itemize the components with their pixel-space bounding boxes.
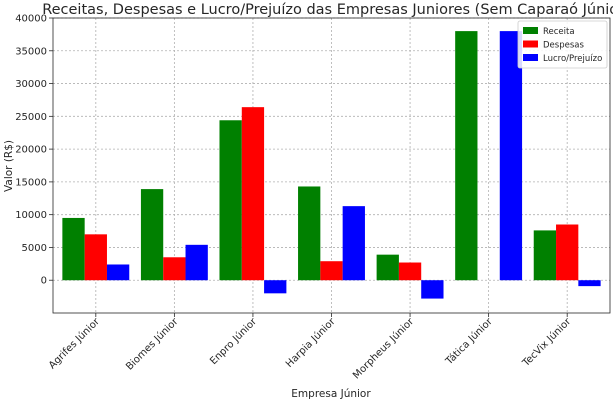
x-tick-label-enpro-junior: Enpro Júnior: [208, 315, 260, 367]
x-tick-label-tatica-junior: Tática Júnior: [443, 315, 496, 368]
y-tick-label: 20000: [15, 145, 47, 156]
x-tick-label-biomes-junior: Biomes Júnior: [123, 315, 181, 373]
legend: Receita Despesas Lucro/Prejuízo: [517, 20, 608, 69]
y-axis-label: Valor (R$): [3, 140, 15, 192]
bar-lucro-prejuizo-morpheus-junior: [421, 280, 444, 299]
legend-label-lucro-prejuizo: Lucro/Prejuízo: [543, 54, 602, 64]
bar-receita-harpia-junior: [298, 186, 321, 281]
bar-despesas-harpia-junior: [320, 261, 343, 281]
bar-lucro-prejuizo-agrifes-junior: [106, 264, 130, 281]
x-tick-label-harpia-junior: Harpia Júnior: [283, 315, 338, 370]
bar-despesas-agrifes-junior: [84, 234, 107, 281]
x-axis-label: Empresa Júnior: [291, 388, 371, 400]
bar-lucro-prejuizo-biomes-junior: [185, 244, 208, 281]
bar-despesas-tecvix-junior: [556, 224, 579, 281]
x-tick-label-agrifes-junior: Agrifes Júnior: [46, 315, 102, 371]
y-tick-label: 35000: [15, 46, 47, 57]
y-tick-label: 40000: [15, 14, 47, 25]
bar-lucro-prejuizo-tecvix-junior: [578, 280, 601, 287]
y-tick-label: 30000: [15, 79, 47, 90]
y-tick-label: 5000: [22, 243, 47, 254]
legend-swatch-despesas: [523, 40, 538, 48]
legend-label-despesas: Despesas: [543, 41, 584, 51]
bar-receita-tecvix-junior: [533, 230, 557, 281]
bar-receita-enpro-junior: [219, 120, 242, 281]
chart-title: Receitas, Despesas e Lucro/Prejuízo das …: [42, 2, 613, 18]
legend-box: [517, 20, 608, 69]
x-tick-label-tecvix-junior: TecVix Júnior: [519, 315, 574, 370]
legend-swatch-receita: [523, 27, 538, 34]
y-tick-label: 0: [41, 276, 47, 287]
bar-despesas-biomes-junior: [163, 257, 186, 281]
y-tick-label: 15000: [15, 177, 47, 188]
bar-receita-biomes-junior: [140, 189, 164, 281]
bar-lucro-prejuizo-harpia-junior: [342, 206, 365, 281]
bar-receita-morpheus-junior: [376, 254, 399, 281]
bar-lucro-prejuizo-enpro-junior: [264, 280, 287, 294]
bar-receita-tatica-junior: [455, 31, 478, 281]
legend-swatch-lucro-prejuizo: [523, 54, 538, 61]
x-tick-label-morpheus-junior: Morpheus Júnior: [350, 315, 416, 381]
y-tick-label: 10000: [15, 210, 47, 221]
bar-lucro-prejuizo-tatica-junior: [499, 31, 523, 281]
bars: [62, 31, 601, 299]
y-axis-ticks: 0 5000 10000 15000 20000 25000 30000 35000 40000: [15, 14, 53, 287]
legend-label-receita: Receita: [543, 27, 575, 37]
y-tick-label: 25000: [15, 112, 47, 123]
bar-despesas-morpheus-junior: [398, 262, 422, 281]
bar-receita-agrifes-junior: [62, 217, 85, 281]
bar-despesas-enpro-junior: [241, 107, 265, 281]
x-axis-ticks: Agrifes Júnior Biomes Júnior Enpro Júnior H…: [46, 313, 574, 381]
